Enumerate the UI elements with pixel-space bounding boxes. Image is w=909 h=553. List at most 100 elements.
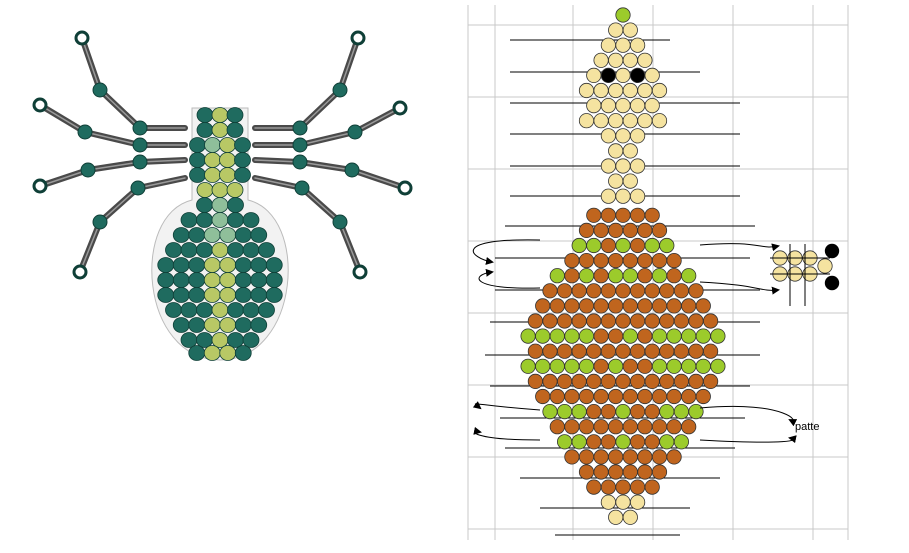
- pattern-bead: [703, 374, 717, 388]
- pattern-bead: [543, 284, 557, 298]
- pattern-bead: [565, 329, 579, 343]
- pattern-bead: [645, 374, 659, 388]
- pattern-bead: [616, 8, 630, 22]
- body-bead: [212, 213, 228, 228]
- pattern-bead: [667, 329, 681, 343]
- seed-bead: [333, 83, 347, 97]
- seed-bead: [131, 181, 145, 195]
- pattern-bead: [623, 174, 637, 188]
- pattern-bead: [660, 404, 674, 418]
- pattern-bead: [638, 53, 652, 67]
- body-bead: [251, 228, 267, 243]
- pattern-bead: [667, 299, 681, 313]
- body-bead: [243, 243, 259, 258]
- pattern-bead: [696, 299, 710, 313]
- pattern-bead: [652, 450, 666, 464]
- seed-bead: [133, 155, 147, 169]
- pattern-bead: [623, 114, 637, 128]
- body-bead: [235, 288, 251, 303]
- pattern-bead: [557, 344, 571, 358]
- pattern-bead: [565, 359, 579, 373]
- leg-tip-bead: [74, 266, 86, 278]
- body-bead: [204, 318, 220, 333]
- pattern-bead: [660, 435, 674, 449]
- body-bead: [220, 346, 236, 361]
- seed-bead: [133, 138, 147, 152]
- pattern-bead: [630, 344, 644, 358]
- pattern-bead: [587, 238, 601, 252]
- pattern-bead: [557, 435, 571, 449]
- pattern-bead: [638, 329, 652, 343]
- body-bead: [181, 213, 197, 228]
- pattern-bead: [572, 374, 586, 388]
- pattern-bead: [630, 314, 644, 328]
- body-bead: [189, 258, 205, 273]
- pattern-bead: [645, 344, 659, 358]
- body-bead: [251, 258, 267, 273]
- pattern-bead: [689, 344, 703, 358]
- body-bead: [205, 153, 221, 168]
- body-bead: [181, 333, 197, 348]
- pattern-bead: [623, 510, 637, 524]
- pattern-bead: [703, 314, 717, 328]
- pattern-bead: [703, 344, 717, 358]
- pattern-bead: [609, 510, 623, 524]
- pattern-bead: [557, 374, 571, 388]
- pattern-bead: [682, 299, 696, 313]
- pattern-bead: [630, 68, 644, 82]
- pattern-bead: [696, 389, 710, 403]
- pattern-bead: [660, 238, 674, 252]
- pattern-bead: [565, 450, 579, 464]
- pattern-bead: [645, 68, 659, 82]
- thread-arrow: [479, 272, 540, 288]
- pattern-bead: [630, 284, 644, 298]
- pattern-bead: [682, 389, 696, 403]
- pattern-bead: [630, 480, 644, 494]
- body-bead: [158, 288, 174, 303]
- pattern-bead: [521, 359, 535, 373]
- body-bead: [181, 303, 197, 318]
- body-bead: [251, 318, 267, 333]
- pattern-bead: [616, 495, 630, 509]
- seed-bead: [293, 121, 307, 135]
- thread-arrow: [475, 432, 540, 440]
- pattern-bead: [601, 284, 615, 298]
- pattern-bead: [630, 98, 644, 112]
- pattern-bead: [536, 359, 550, 373]
- body-bead: [228, 198, 244, 213]
- pattern-bead: [682, 269, 696, 283]
- body-bead: [235, 228, 251, 243]
- pattern-bead: [587, 284, 601, 298]
- seed-bead: [93, 83, 107, 97]
- pattern-bead: [638, 450, 652, 464]
- pattern-bead: [587, 374, 601, 388]
- leg-tip-bead: [354, 266, 366, 278]
- body-bead: [251, 273, 267, 288]
- pattern-bead: [579, 450, 593, 464]
- pattern-bead: [528, 374, 542, 388]
- pattern-bead: [601, 129, 615, 143]
- pattern-bead: [587, 98, 601, 112]
- body-bead: [243, 213, 259, 228]
- pattern-bead: [543, 344, 557, 358]
- pattern-bead: [572, 344, 586, 358]
- pattern-bead: [601, 38, 615, 52]
- pattern-bead: [579, 253, 593, 267]
- body-bead: [228, 213, 244, 228]
- pattern-bead: [565, 389, 579, 403]
- body-bead: [197, 303, 213, 318]
- body-bead: [173, 288, 189, 303]
- pattern-bead: [536, 299, 550, 313]
- pattern-bead: [609, 144, 623, 158]
- seed-bead: [293, 155, 307, 169]
- pattern-bead: [565, 420, 579, 434]
- pattern-bead: [594, 53, 608, 67]
- pattern-bead: [660, 314, 674, 328]
- pattern-bead: [550, 389, 564, 403]
- pattern-bead: [623, 389, 637, 403]
- body-bead: [166, 303, 182, 318]
- pattern-bead: [638, 223, 652, 237]
- pattern-bead: [667, 253, 681, 267]
- pattern-bead: [579, 299, 593, 313]
- pattern-bead: [616, 374, 630, 388]
